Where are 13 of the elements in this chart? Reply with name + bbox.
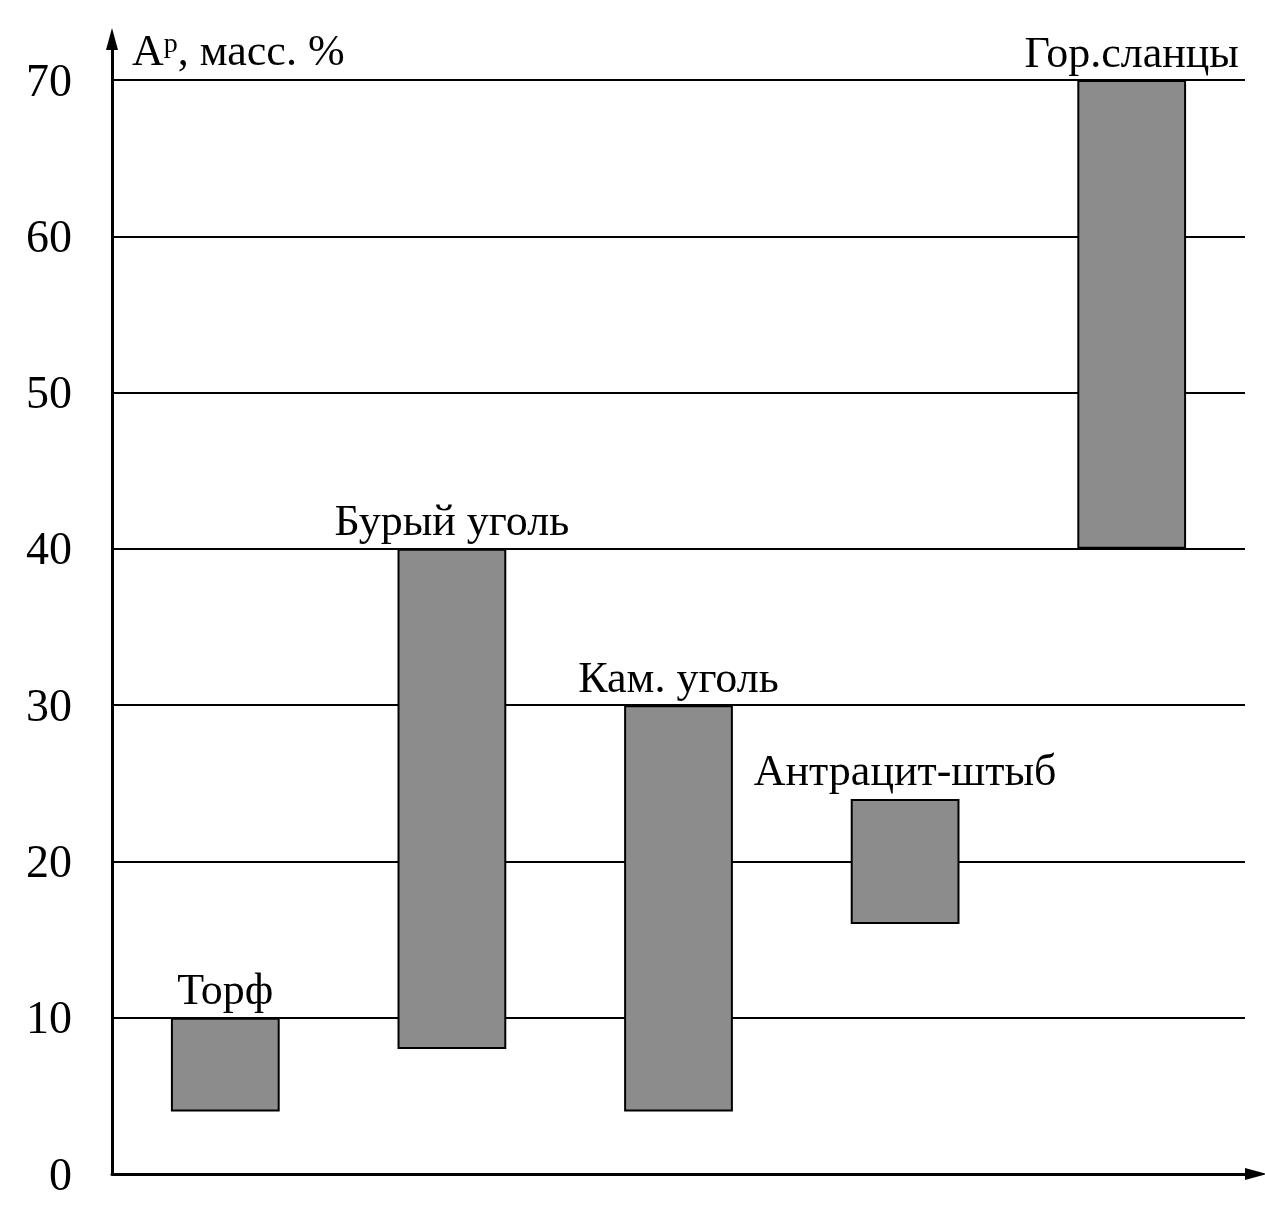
y-tick-label: 10 [26, 992, 72, 1044]
x-tick-label: Бурый уголь [334, 496, 570, 546]
x-tick-label: Гор.сланцы [1024, 27, 1239, 77]
y-tick-label: 30 [26, 679, 72, 731]
y-tick-label: 40 [26, 523, 72, 575]
x-tick-label: Кам. уголь [578, 652, 779, 702]
y-tick-label: 20 [26, 835, 72, 887]
y-tick-label: 70 [26, 54, 72, 106]
y-tick-label: 50 [26, 367, 72, 419]
y-tick-label: 60 [26, 210, 72, 262]
y-tick-label: 0 [49, 1148, 72, 1200]
x-tick-label: Антрацит-штыб [753, 746, 1057, 796]
x-tick-label: Торф [177, 965, 274, 1015]
